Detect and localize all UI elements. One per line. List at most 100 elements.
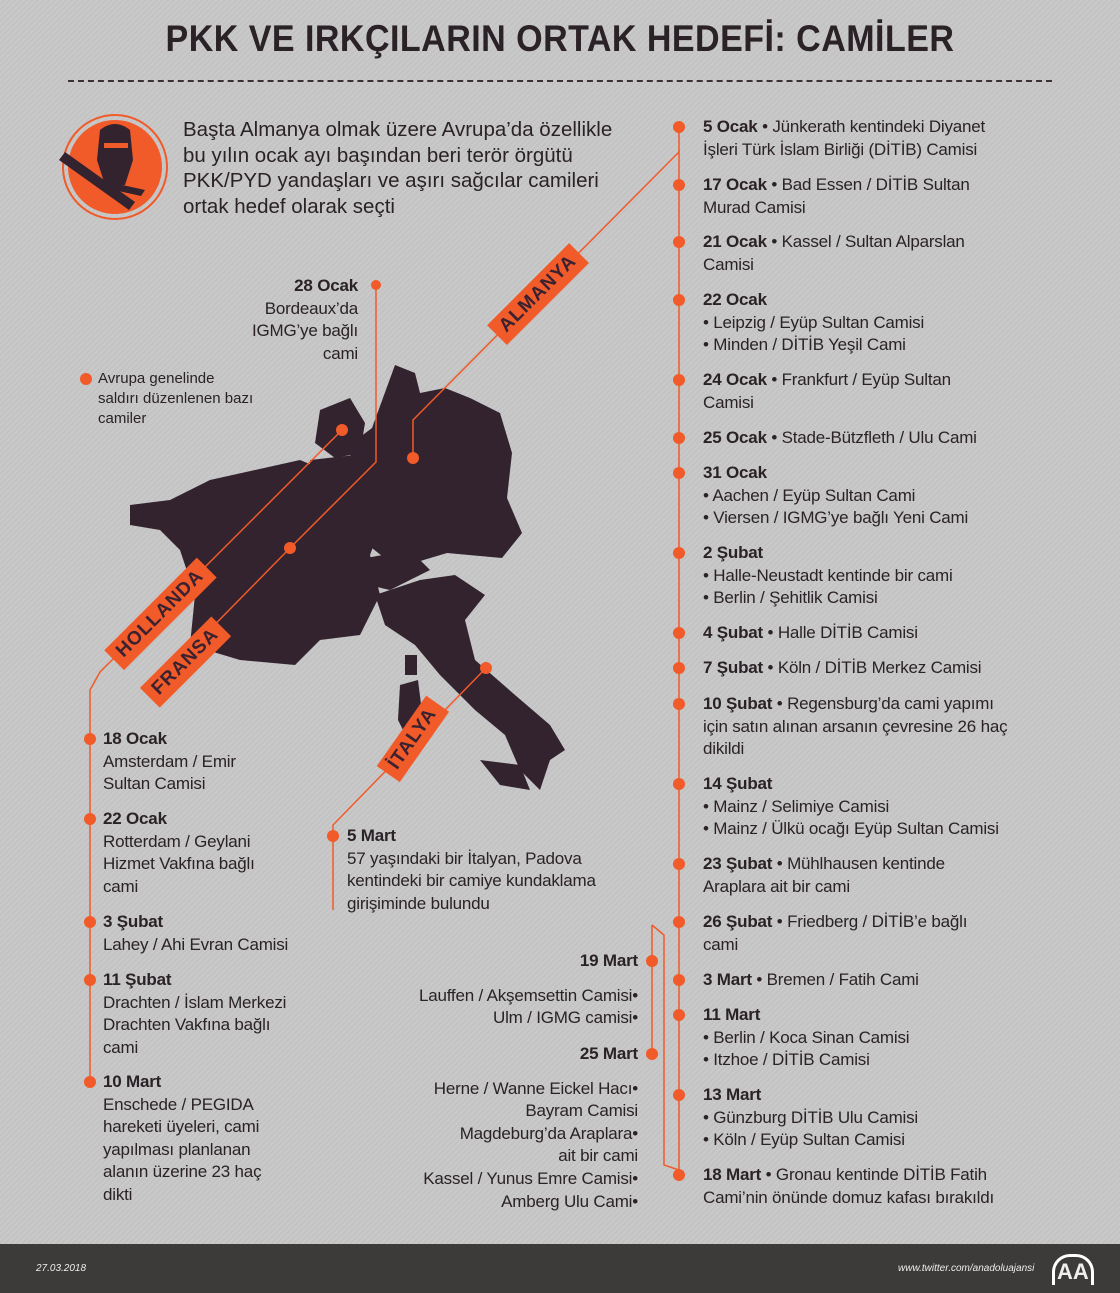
entry-line: • Mainz / Ülkü ocağı Eyüp Sultan Camisi [703,819,999,839]
timeline-dot [673,547,685,559]
timeline-dot [673,662,685,674]
entry-line: cami [103,1037,139,1057]
timeline-entry: 22 Ocak • Leipzig / Eyüp Sultan Camisi • M… [703,289,924,357]
entry-date: 13 Mart [703,1085,762,1104]
entry-inline-text: • Halle DİTİB Camisi [763,623,918,642]
entry-line: Cami’nin önünde domuz kafası bırakıldı [703,1187,995,1207]
anadolu-agency-logo: AA [1052,1254,1094,1285]
entry-header: 23 Şubat • Mühlhausen kentinde [703,853,945,876]
page-title: PKK VE IRKÇILARIN ORTAK HEDEFİ: CAMİLER [165,18,955,59]
entry-inline-text: • Bad Essen / DİTİB Sultan [766,175,970,194]
entry-inline-text: • Kassel / Sultan Alparslan [766,232,965,251]
entry-header: 25 Ocak • Stade-Bützfleth / Ulu Cami [703,427,977,450]
divider [68,80,1052,82]
entry-line: Rotterdam / Geylani [103,831,251,851]
legend: Avrupa genelinde saldırı düzenlenen bazı… [98,369,253,429]
entry-inline-text: • Stade-Bützfleth / Ulu Cami [766,428,977,447]
entry-line: Magdeburg’da Araplara• [459,1123,638,1143]
entry-line: • Köln / Eyüp Sultan Camisi [703,1130,905,1150]
intro-text: Başta Almanya olmak üzere Avrupa’da özel… [183,118,613,218]
timeline-entry: 28 Ocak Bordeaux’da IGMG’ye bağlı cami [252,275,358,365]
timeline-entry: 10 Mart Enschede / PEGIDA hareketi üyeleri… [103,1071,262,1207]
switzerland-shape [355,550,430,590]
entry-line: Lauffen / Akşemsettin Camisi• [418,985,638,1005]
entry-line: Ulm / IGMG camisi• [493,1008,638,1028]
entry-header: 13 Mart [703,1084,918,1107]
entry-line: Sultan Camisi [103,774,206,794]
entry-line: İşleri Türk İslam Birliği (DİTİB) Camisi [703,139,978,159]
entry-date: 22 Ocak [103,809,167,828]
timeline-entry: 2 Şubat • Halle-Neustadt kentinde bir cam… [703,542,953,610]
militant-with-rifle-icon [59,114,168,220]
entry-date: 25 Ocak [703,428,767,447]
timeline-entry: 3 Şubat Lahey / Ahi Evran Camisi [103,911,288,956]
entry-date: 25 Mart [579,1044,638,1063]
entry-line: için satın alınan arsanın çevresine 26 h… [703,716,1008,736]
timeline-dot [673,778,685,790]
entry-line: alanın üzerine 23 haç [103,1162,262,1182]
entry-date: 10 Şubat [703,694,773,713]
entry-date: 19 Mart [579,951,638,970]
footer-date: 27.03.2018 [36,1263,87,1274]
entry-line: cami [322,343,358,363]
entry-header: 19 Mart [419,950,638,973]
entry-date: 4 Şubat [703,623,764,642]
entry-line: IGMG’ye bağlı [251,321,358,341]
entry-line: ait bir cami [558,1146,638,1166]
france-shape [130,460,385,665]
timeline-entry: 26 Şubat • Friedberg / DİTİB’e bağlı cami [703,911,967,956]
timeline-dot [673,1089,685,1101]
timeline-entry: 24 Ocak • Frankfurt / Eyüp Sultan Camisi [703,369,951,414]
entry-line: Lahey / Ahi Evran Camisi [103,934,289,954]
entry-line: Bayram Camisi [525,1101,638,1121]
timeline-entry: 10 Şubat • Regensburg’da cami yapımı için… [703,693,1008,761]
timeline-dot [673,1169,685,1181]
entry-line: • Berlin / Koca Sinan Camisi [703,1027,910,1047]
entry-header: 22 Ocak [103,808,255,831]
entry-header: 14 Şubat [703,773,999,796]
legend-line: camiler [98,410,147,427]
entry-date: 22 Ocak [703,290,767,309]
entry-date: 17 Ocak [703,175,767,194]
timeline-dot [327,830,339,842]
entry-header: 10 Mart [103,1071,261,1094]
timeline-entry: 19 Mart Lauffen / Akşemsettin Camisi• Ulm … [419,950,638,1030]
timeline-dot [84,916,96,928]
timeline-dot [673,294,685,306]
entry-line: • Berlin / Şehitlik Camisi [703,588,878,608]
entry-header: 5 Ocak • Jünkerath kentindeki Diyanet [703,116,985,139]
sicily-shape [480,760,530,790]
entry-header: 21 Ocak • Kassel / Sultan Alparslan [703,231,965,254]
timeline-entry: 17 Ocak • Bad Essen / DİTİB Sultan Murad … [703,174,970,219]
entry-line: Camisi [703,392,754,412]
entry-line: Enschede / PEGIDA [103,1094,254,1114]
corsica-shape [405,655,417,675]
entry-line: Amberg Ulu Cami• [501,1191,638,1211]
entry-line: Kassel / Yunus Emre Camisi• [423,1168,638,1188]
italy-shape [375,575,565,790]
entry-date: 18 Mart [703,1165,762,1184]
entry-line: • Leipzig / Eyüp Sultan Camisi [703,312,925,332]
timeline-entry: 23 Şubat • Mühlhausen kentinde Araplara a… [703,853,945,898]
entry-line: • Mainz / Selimiye Camisi [703,796,890,816]
footer-url[interactable]: www.twitter.com/anadoluajansi [898,1263,1035,1274]
entry-line: Bordeaux’da [264,298,358,318]
timeline-entry: 31 Ocak • Aachen / Eyüp Sultan Cami • Vier… [703,462,968,530]
entry-header: 2 Şubat [703,542,953,565]
entry-line: • Minden / DİTİB Yeşil Cami [703,335,906,355]
entry-date: 7 Şubat [703,658,764,677]
entry-header: 4 Şubat • Halle DİTİB Camisi [703,622,918,645]
timeline-dot [84,1076,96,1088]
entry-line: Herne / Wanne Eickel Hacı• [433,1078,638,1098]
entry-line: dikildi [703,739,745,759]
entry-line: 57 yaşındaki bir İtalyan, Padova [347,848,582,868]
entry-line: Murad Camisi [703,197,806,217]
timeline-entry: 11 Şubat Drachten / İslam Merkezi Drachten… [103,969,286,1059]
entry-line: hareketi üyeleri, cami [103,1117,260,1137]
entry-header: 7 Şubat • Köln / DİTİB Merkez Camisi [703,657,982,680]
entry-header: 18 Ocak [103,728,236,751]
timeline-entry: 18 Ocak Amsterdam / Emir Sultan Camisi [103,728,236,796]
timeline-dot [673,698,685,710]
timeline-entry: 18 Mart • Gronau kentinde DİTİB Fatih Cam… [703,1164,994,1209]
timeline-entry: 14 Şubat • Mainz / Selimiye Camisi • Mainz… [703,773,999,841]
